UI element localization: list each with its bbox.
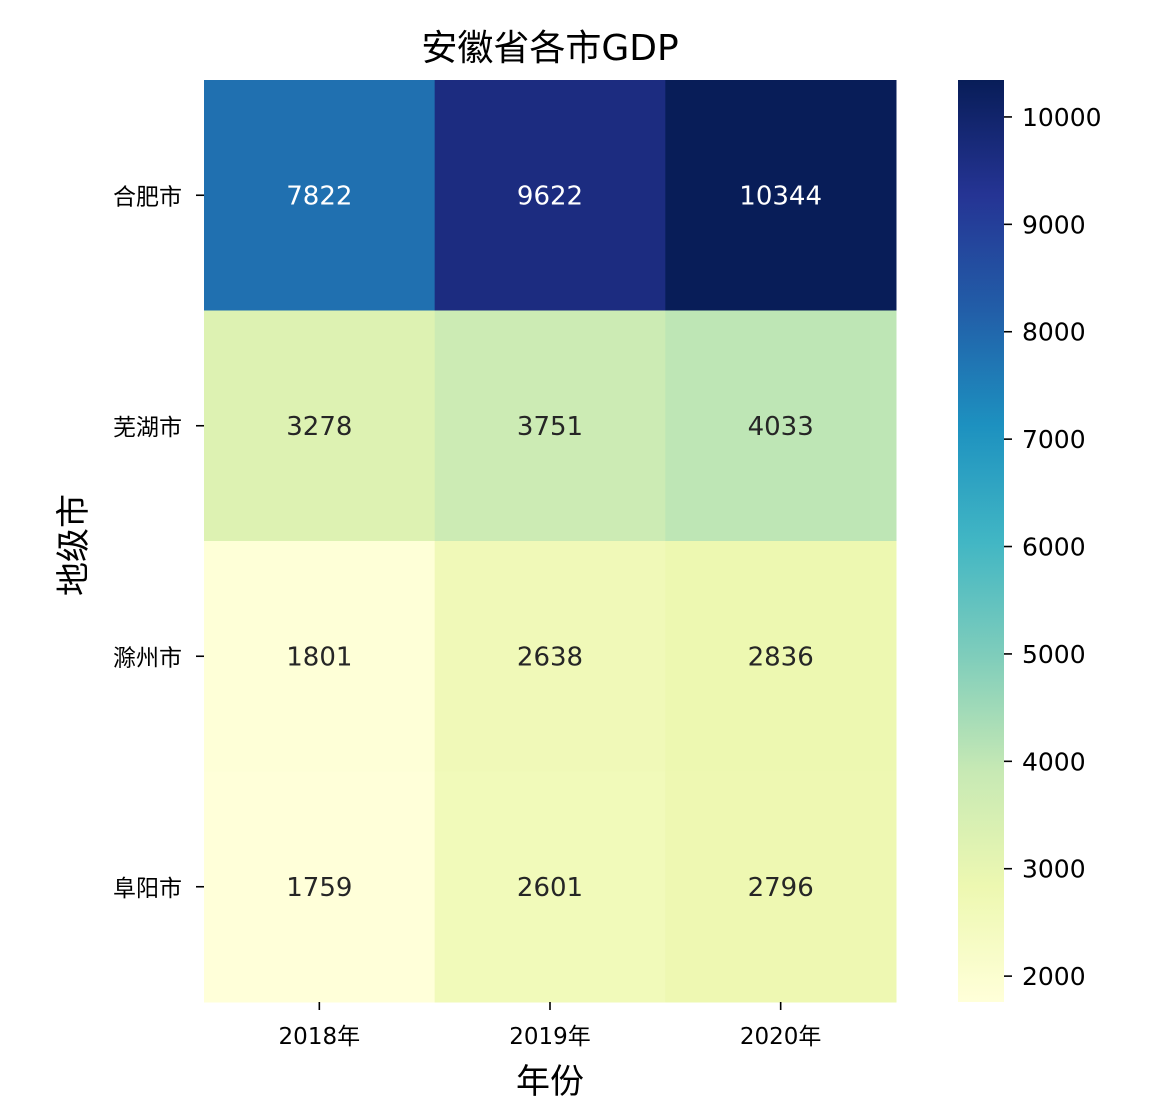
x-axis-ticks: 2018年 2019年 2020年	[279, 1002, 822, 1050]
colorbar-ticks: 2000 3000 4000 5000 6000 7000 8000 9000 10000	[1004, 103, 1102, 991]
colorbar-tick-label: 7000	[1022, 425, 1086, 454]
cell-value-label: 2796	[748, 873, 814, 903]
colorbar-tick-label: 2000	[1022, 962, 1086, 991]
heatmap-cell	[665, 541, 897, 772]
x-tick-label: 2019年	[509, 1024, 591, 1050]
y-tick-label: 合肥市	[113, 184, 182, 210]
y-tick-label: 滁州市	[113, 645, 182, 671]
colorbar-tick-label: 4000	[1022, 747, 1086, 776]
colorbar-tick-label: 3000	[1022, 855, 1086, 884]
y-axis-label: 地级市	[54, 494, 94, 596]
cell-value-label: 2836	[748, 642, 814, 672]
cell-value-label: 9622	[517, 181, 583, 211]
colorbar-tick-label: 5000	[1022, 640, 1086, 669]
chart-title: 安徽省各市GDP	[421, 28, 678, 69]
heatmap-cell	[204, 310, 436, 542]
heatmap-cell	[665, 771, 897, 1003]
heatmap-cell	[665, 310, 897, 542]
heatmap-cell	[434, 310, 666, 542]
heatmap-cell	[204, 771, 436, 1003]
cell-value-label: 7822	[286, 181, 352, 211]
cell-value-label: 1801	[286, 642, 352, 672]
heatmap-cell	[204, 541, 436, 772]
heatmap-cells: 7822 9622 10344 3278 3751 4033 1801 2638 2836 175…	[204, 80, 897, 1003]
heatmap-cell	[204, 80, 436, 311]
colorbar-tick-label: 10000	[1022, 103, 1102, 132]
cell-value-label: 2638	[517, 642, 583, 672]
y-tick-label: 芜湖市	[113, 415, 182, 441]
cell-value-label: 3751	[517, 412, 583, 442]
heatmap-cell	[434, 541, 666, 772]
heatmap-cell	[434, 771, 666, 1003]
heatmap-cell	[665, 80, 897, 311]
x-axis-label: 年份	[516, 1062, 584, 1102]
colorbar: 2000 3000 4000 5000 6000 7000 8000 9000 10000	[958, 80, 1102, 1002]
heatmap-cell	[434, 80, 666, 311]
cell-value-label: 2601	[517, 873, 583, 903]
cell-value-label: 3278	[286, 412, 352, 442]
x-tick-label: 2020年	[740, 1024, 822, 1050]
cell-value-label: 1759	[286, 873, 352, 903]
colorbar-tick-label: 9000	[1022, 210, 1086, 239]
colorbar-gradient	[958, 80, 1004, 1002]
y-tick-label: 阜阳市	[113, 876, 182, 902]
cell-value-label: 4033	[748, 412, 814, 442]
x-tick-label: 2018年	[279, 1024, 361, 1050]
colorbar-tick-label: 8000	[1022, 318, 1086, 347]
colorbar-tick-label: 6000	[1022, 533, 1086, 562]
cell-value-label: 10344	[739, 181, 822, 211]
